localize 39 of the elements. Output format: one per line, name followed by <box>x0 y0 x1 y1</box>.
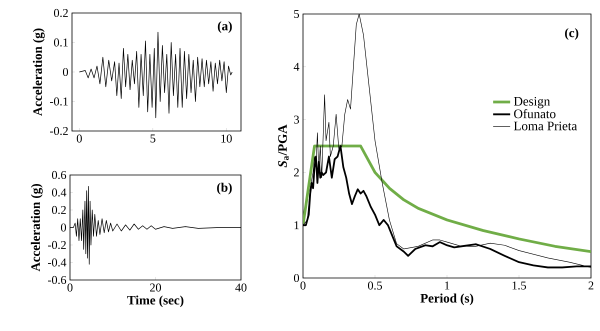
y-tick-label: 1 <box>294 221 299 230</box>
x-tick-label: 2 <box>588 282 594 290</box>
y-tick-label: -0.2 <box>50 126 68 136</box>
x-tick-label: 1.5 <box>512 282 526 290</box>
y-tick-label: -0.1 <box>50 97 68 106</box>
y-tick-label: 3 <box>294 116 300 124</box>
x-tick-label: 20 <box>150 284 162 292</box>
annotation: (c) <box>565 28 578 40</box>
y-tick-label: 0 <box>60 223 66 232</box>
legend-label: Design <box>514 96 550 108</box>
y-tick-label: 0 <box>294 274 300 282</box>
y-tick-label: 0.2 <box>54 8 68 18</box>
annotation: (a) <box>218 21 232 33</box>
x-axis-title: Period (s) <box>420 293 474 306</box>
x-tick-label: 0 <box>76 134 82 143</box>
legend-label: Ofunato <box>514 109 556 118</box>
x-tick-label: 0 <box>300 282 306 290</box>
y-tick-label: 0.1 <box>54 38 68 47</box>
y-tick-label: -0.2 <box>48 240 66 250</box>
y-axis-title: Acceleration (g) <box>32 28 45 116</box>
x-tick-label: 0.5 <box>368 282 382 290</box>
y-tick-label: 0.4 <box>52 188 66 197</box>
x-tick-label: 40 <box>235 284 247 292</box>
y-axis-title: Acceleration (g) <box>30 184 43 272</box>
y-tick-label: 0.2 <box>52 206 66 214</box>
y-tick-label: 0 <box>62 68 68 76</box>
y-tick-label: -0.6 <box>48 276 66 284</box>
x-tick-label: 1 <box>445 282 450 290</box>
y-tick-label: -0.4 <box>48 258 66 267</box>
x-tick-label: 10 <box>221 134 232 143</box>
y-tick-label: 2 <box>294 168 299 176</box>
x-axis-title: Time (sec) <box>127 295 184 308</box>
y-tick-label: 4 <box>294 62 300 71</box>
y-tick-label: 5 <box>294 10 300 18</box>
legend-label: Loma Prieta <box>514 122 578 130</box>
x-tick-label: 5 <box>150 134 156 142</box>
y-tick-label: 0.6 <box>52 170 66 180</box>
annotation: (b) <box>217 182 232 194</box>
y-axis-title: S$_{a}$/PGA <box>278 124 289 168</box>
